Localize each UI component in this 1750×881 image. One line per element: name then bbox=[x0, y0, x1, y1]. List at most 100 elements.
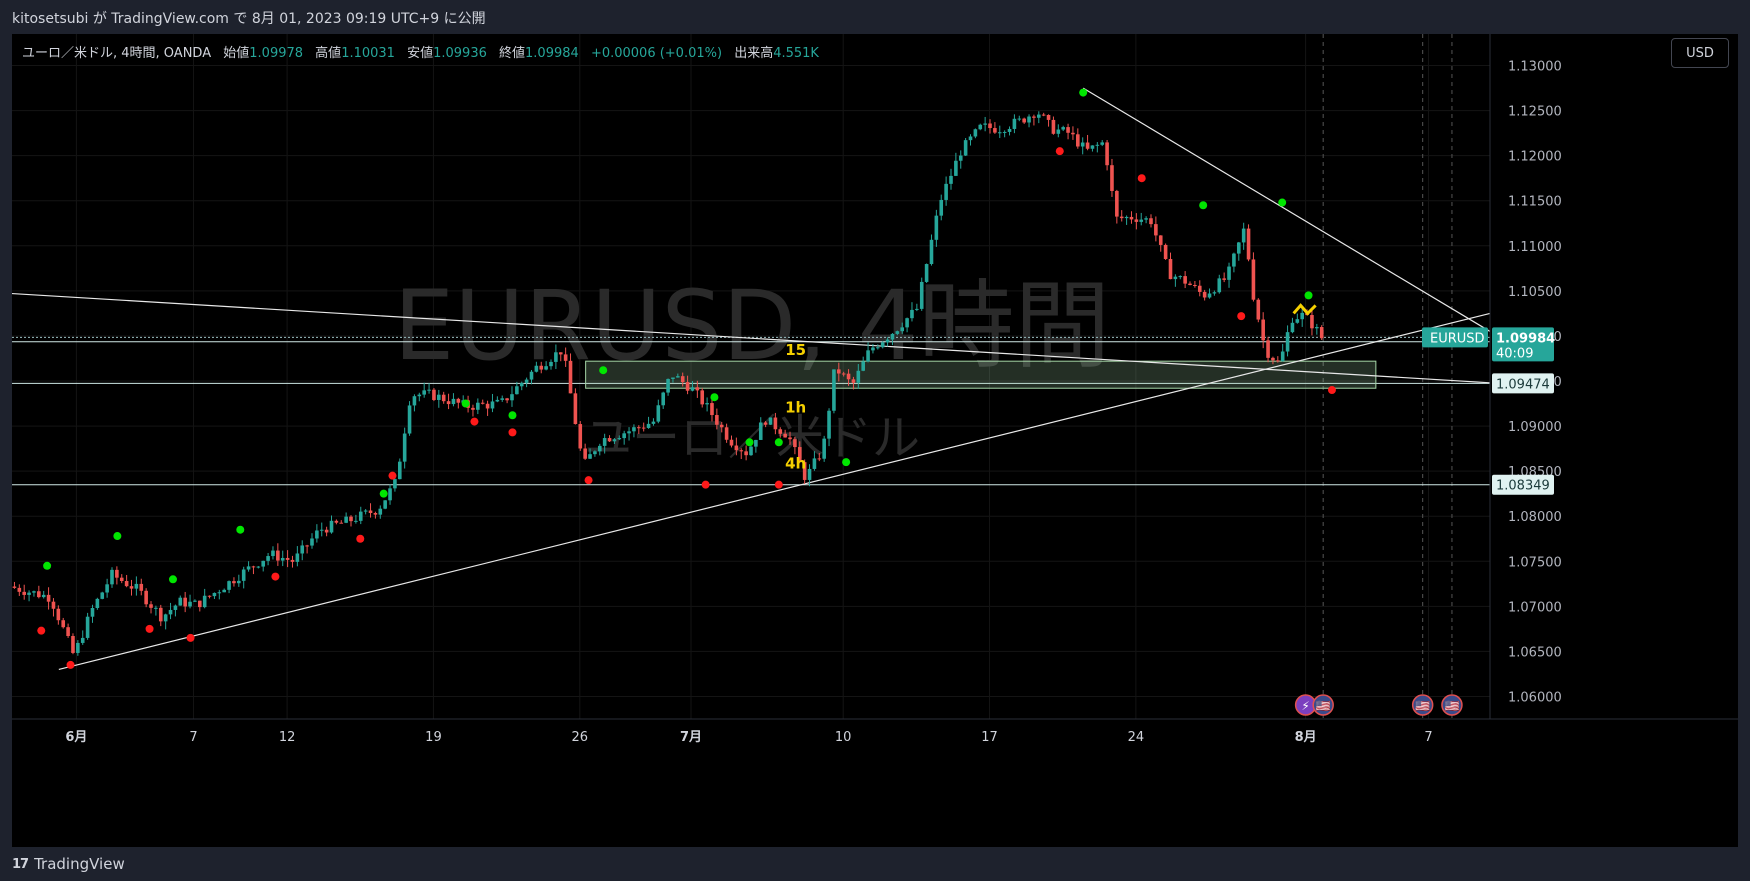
candle-body bbox=[51, 601, 56, 609]
swing-low-marker bbox=[1055, 147, 1064, 156]
time-tick-label: 19 bbox=[425, 730, 442, 745]
candle-body bbox=[1197, 285, 1202, 292]
candle-body bbox=[544, 366, 548, 370]
candle-body bbox=[46, 594, 51, 602]
candle-body bbox=[666, 378, 670, 393]
candle-body bbox=[958, 155, 963, 161]
candle-body bbox=[110, 569, 114, 585]
swing-high-marker bbox=[745, 438, 754, 447]
price-tick-label: 1.11000 bbox=[1508, 240, 1562, 255]
candle-body bbox=[983, 123, 987, 125]
candle-body bbox=[500, 398, 505, 400]
candle-body bbox=[358, 511, 363, 521]
legend-low-label: 安値 bbox=[407, 46, 434, 61]
candle-body bbox=[1051, 119, 1056, 134]
candle-body bbox=[212, 592, 217, 597]
candle-body bbox=[890, 333, 895, 340]
candle-body bbox=[66, 627, 70, 637]
event-icon-glyph: 🇺🇸 bbox=[1415, 699, 1430, 713]
trend-line bbox=[58, 312, 1491, 671]
candle-body bbox=[178, 597, 183, 606]
candle-body bbox=[558, 352, 563, 355]
candle-body bbox=[266, 556, 270, 561]
ohlc-legend: ユーロ／米ドル, 4時間, OANDA 始値1.09978 高値1.10031 … bbox=[22, 42, 819, 61]
swing-low-marker bbox=[508, 428, 517, 437]
swing-low-marker bbox=[66, 660, 75, 669]
grid bbox=[12, 34, 1490, 719]
candle-body bbox=[641, 427, 646, 429]
price-tick-label: 1.12500 bbox=[1508, 105, 1562, 120]
candle-body bbox=[1090, 145, 1095, 149]
candle-body bbox=[1129, 216, 1134, 220]
candle-body bbox=[588, 454, 592, 459]
chart-area[interactable]: EURUSD, 4時間 ユーロ／米ドル 15 1h 4h 1.13000 1.12500 1.… bbox=[12, 34, 1738, 847]
publish-info: kitosetsubi が TradingView.com で 8月 01, 2… bbox=[12, 11, 486, 27]
candle-body bbox=[602, 438, 607, 446]
candle-body bbox=[246, 566, 251, 570]
swing-low-marker bbox=[701, 480, 710, 489]
candle-body bbox=[671, 377, 675, 379]
event-icon-glyph: 🇺🇸 bbox=[1444, 699, 1459, 713]
swing-low-marker bbox=[356, 534, 365, 543]
candle-body bbox=[290, 559, 295, 562]
price-tick-label: 1.09000 bbox=[1508, 420, 1562, 435]
candle-body bbox=[1276, 360, 1280, 362]
candle-body bbox=[915, 308, 919, 310]
candle-body bbox=[597, 445, 602, 452]
candle-body bbox=[837, 369, 841, 374]
time-tick-label: 10 bbox=[835, 730, 852, 745]
candle-body bbox=[402, 433, 407, 462]
event-icon-glyph: ⚡ bbox=[1301, 699, 1309, 713]
candle-body bbox=[388, 488, 392, 501]
candle-body bbox=[271, 550, 275, 557]
candle-body bbox=[637, 427, 641, 429]
swing-low-marker bbox=[37, 626, 46, 635]
candle-body bbox=[1100, 142, 1105, 145]
candle-body bbox=[690, 387, 695, 391]
us-flag-event-icon: 🇺🇸 bbox=[1411, 694, 1434, 716]
candle-body bbox=[1183, 276, 1187, 284]
candle-body bbox=[1041, 114, 1046, 116]
price-tick-label: 1.12000 bbox=[1508, 150, 1562, 165]
candle-body bbox=[788, 437, 792, 440]
swing-high-marker bbox=[508, 411, 517, 420]
candle-body bbox=[866, 350, 870, 362]
candle-body bbox=[1251, 259, 1256, 300]
candle-body bbox=[1222, 278, 1226, 280]
candle-body bbox=[676, 376, 680, 378]
price-tick-label: 1.06000 bbox=[1508, 690, 1562, 705]
currency-button[interactable]: USD bbox=[1671, 38, 1729, 68]
candle-body bbox=[758, 422, 763, 440]
candle-body bbox=[76, 642, 80, 653]
price-tag-label: 1.09474 bbox=[1496, 377, 1550, 392]
candle-body bbox=[1295, 319, 1300, 323]
swing-low-marker bbox=[470, 417, 479, 426]
candle-body bbox=[617, 438, 622, 440]
candle-body bbox=[754, 439, 758, 447]
candle-body bbox=[705, 403, 709, 405]
candle-body bbox=[368, 510, 373, 514]
swing-high-marker bbox=[236, 525, 245, 534]
candle-body bbox=[739, 450, 744, 452]
candle-body bbox=[812, 458, 817, 469]
candle-body bbox=[1236, 242, 1241, 254]
candle-body bbox=[476, 402, 480, 410]
candle-body bbox=[1066, 127, 1070, 133]
candle-body bbox=[339, 522, 344, 524]
time-tick-label: 12 bbox=[279, 730, 296, 745]
candle-body bbox=[1085, 142, 1090, 149]
price-tick-label: 1.11500 bbox=[1508, 195, 1562, 210]
watermark-sub: ユーロ／米ドル bbox=[584, 410, 920, 466]
candle-body bbox=[324, 529, 329, 533]
candle-body bbox=[90, 608, 95, 617]
tradingview-logo-icon: 𝟭𝟳 bbox=[12, 856, 29, 872]
candle-body bbox=[978, 124, 983, 130]
candle-body bbox=[17, 587, 22, 592]
footer: 𝟭𝟳 TradingView bbox=[0, 847, 1750, 881]
tradingview-brand[interactable]: 𝟭𝟳 TradingView bbox=[12, 855, 125, 873]
swing-high-marker bbox=[43, 561, 52, 570]
candle-body bbox=[846, 373, 851, 380]
candle-body bbox=[95, 598, 100, 609]
candle-body bbox=[876, 347, 880, 349]
